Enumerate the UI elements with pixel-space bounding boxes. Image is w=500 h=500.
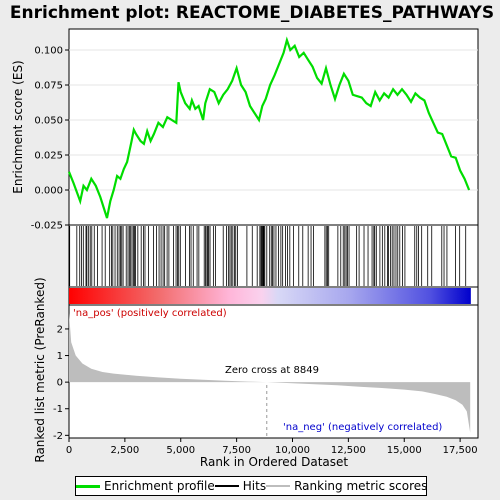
es-y-axis: -0.025 0.000 0.025 0.050 0.075 0.100 — [31, 46, 69, 232]
x-tick-label: 17,500 — [443, 445, 478, 456]
es-tick-label: 0.025 — [34, 151, 63, 162]
x-tick-label: 10,000 — [275, 445, 310, 456]
legend-hits: Hits — [214, 479, 267, 493]
legend-enrichment: Enrichment profile — [76, 479, 215, 493]
es-tick-label: 0.050 — [34, 116, 63, 127]
hit-markers — [69, 226, 467, 286]
metric-y-axis-label: Ranked list metric (PreRanked) — [33, 277, 47, 462]
es-y-axis-label: Enrichment score (ES) — [11, 60, 25, 193]
legend-metric-label: Ranking metric scores — [294, 479, 428, 493]
metric-tick-label: 2 — [57, 324, 63, 335]
x-axis-label: Rank in Ordered Dataset — [200, 455, 348, 469]
legend-metric: Ranking metric scores — [266, 479, 427, 493]
legend-enrichment-label: Enrichment profile — [104, 479, 215, 493]
metric-tick-label: 1 — [57, 351, 63, 362]
pos-annotation: 'na_pos' (positively correlated) — [73, 308, 227, 319]
es-tick-label: 0.075 — [34, 81, 63, 92]
es-tick-label: 0.000 — [34, 186, 63, 197]
chart-title: Enrichment plot: REACTOME_DIABETES_PATHW… — [10, 3, 494, 23]
legend-hits-label: Hits — [242, 479, 267, 493]
metric-tick-label: -2 — [53, 431, 63, 442]
rank-gradient — [69, 288, 471, 304]
x-tick-label: 5,000 — [166, 445, 195, 456]
es-panel — [68, 28, 479, 226]
neg-annotation: 'na_neg' (negatively correlated) — [283, 422, 442, 433]
legend: Enrichment profile Hits Ranking metric s… — [75, 476, 427, 496]
metric-panel — [68, 304, 479, 439]
es-tick-label: -0.025 — [31, 221, 63, 232]
legend-enrichment-swatch — [76, 484, 100, 488]
x-tick-label: 2,500 — [111, 445, 140, 456]
legend-metric-swatch — [266, 485, 291, 487]
x-tick-label: 12,500 — [331, 445, 366, 456]
zero-cross-annotation: Zero cross at 8849 — [225, 365, 319, 376]
x-tick-label: 7,500 — [222, 445, 251, 456]
metric-y-axis: -2 -1 0 1 2 — [53, 324, 69, 442]
legend-hits-swatch — [214, 485, 239, 487]
x-axis: 0 2,500 5,000 7,500 10,000 12,500 15,000 17,500 — [66, 438, 478, 456]
hits-panel — [68, 224, 479, 288]
metric-tick-label: 0 — [57, 378, 63, 389]
metric-tick-label: -1 — [53, 404, 63, 415]
x-tick-label: 0 — [66, 445, 72, 456]
enrichment-profile-line — [67, 36, 471, 219]
x-tick-label: 15,000 — [387, 445, 422, 456]
es-tick-label: 0.100 — [34, 46, 63, 57]
